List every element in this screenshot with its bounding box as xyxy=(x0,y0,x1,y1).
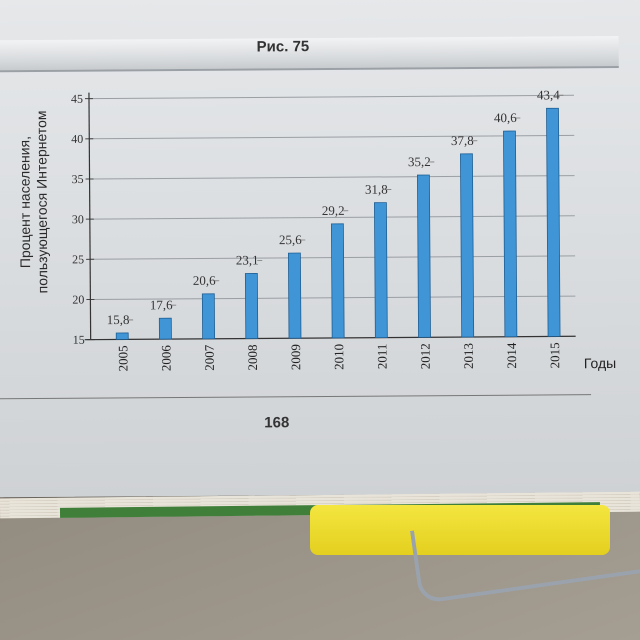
bar xyxy=(330,223,345,339)
x-tick-label: 2010 xyxy=(331,344,346,370)
gridline xyxy=(89,175,575,180)
x-tick-label: 2015 xyxy=(547,342,562,368)
bar xyxy=(115,332,129,340)
y-axis xyxy=(88,92,92,340)
x-tick-label: 2005 xyxy=(115,345,130,371)
x-tick-label: 2008 xyxy=(245,344,260,370)
value-label: 17,6 xyxy=(150,297,173,312)
value-label: 43,4 xyxy=(537,87,560,102)
value-label: 40,6 xyxy=(494,110,517,125)
bar-chart: 15 20 25 30 35 40 45 15,8 2005 17,6 2006 20,6 2007 23… xyxy=(16,87,616,372)
value-label: 15,8 xyxy=(107,312,130,327)
value-label: 35,2 xyxy=(408,154,431,169)
y-tick-label: 45 xyxy=(71,92,83,106)
gridline xyxy=(88,94,574,100)
bar xyxy=(201,293,216,340)
y-tick-label: 35 xyxy=(72,172,84,186)
y-tick-label: 40 xyxy=(71,132,83,146)
value-label: 31,8 xyxy=(365,182,388,197)
value-label: 20,6 xyxy=(193,273,216,288)
y-axis-label: Процент населения, xyxy=(16,136,33,268)
gridline xyxy=(89,134,575,140)
book-page: с Рис. 75 168 1520253035404515,8200517,6… xyxy=(0,0,640,498)
bar xyxy=(287,252,302,339)
bar xyxy=(460,153,475,338)
x-axis-label: Годы xyxy=(584,355,616,371)
x-tick-label: 2006 xyxy=(158,345,173,372)
y-tick-label: 25 xyxy=(72,252,84,266)
bars xyxy=(115,107,561,340)
bar xyxy=(416,174,431,338)
y-axis-label: пользующегося Интернетом xyxy=(33,111,50,294)
gridline xyxy=(89,215,575,220)
x-tick-label: 2012 xyxy=(418,343,433,369)
x-tick-label: 2014 xyxy=(504,342,519,369)
value-label: 37,8 xyxy=(451,133,474,148)
grid-lines xyxy=(88,94,576,300)
x-tick-label: 2007 xyxy=(202,344,217,371)
y-tick-label: 15 xyxy=(73,333,85,347)
yellow-bookmark xyxy=(310,505,610,555)
bar xyxy=(374,202,388,339)
y-tick-label: 20 xyxy=(72,293,84,307)
x-tick-label: 2009 xyxy=(288,344,303,370)
value-label: 29,2 xyxy=(322,203,345,218)
bar xyxy=(158,317,172,340)
bar xyxy=(244,273,259,339)
value-label: 25,6 xyxy=(279,232,302,247)
x-tick-label: 2011 xyxy=(374,344,389,370)
x-tick-label: 2013 xyxy=(461,343,476,369)
y-tick-label: 30 xyxy=(72,212,84,226)
bar xyxy=(546,107,561,337)
value-label: 23,1 xyxy=(236,252,259,267)
bar xyxy=(503,130,518,338)
chart-labels: 15 20 25 30 35 40 45 15,8 2005 17,6 2006 20,6 2007 23… xyxy=(16,87,616,372)
x-axis xyxy=(84,335,576,341)
